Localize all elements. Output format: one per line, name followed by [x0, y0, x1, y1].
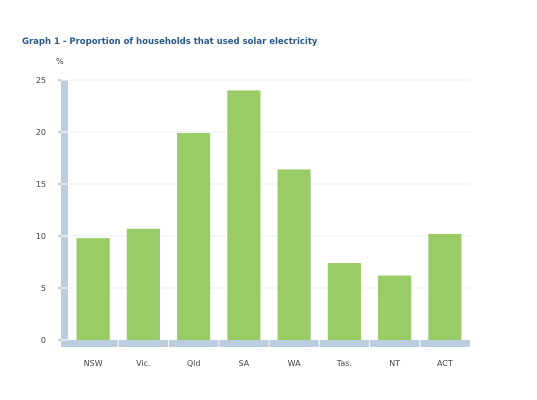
- bar-tas: [327, 263, 361, 340]
- labels: 0 5 10 15 20 25% NSW Vic. Qld SA WA Tas. NT ACT: [36, 57, 453, 368]
- bar-vic: [126, 228, 160, 340]
- y-tick-label: 5: [41, 284, 46, 293]
- y-tick-label: 15: [36, 180, 46, 189]
- y-tick-label: 25: [36, 76, 46, 85]
- bar-wa: [277, 169, 311, 340]
- x-tick-label: Qld: [187, 359, 201, 368]
- x-tick-label: ACT: [437, 359, 453, 368]
- y-tick-label: 0: [41, 336, 46, 345]
- y-tick-label: 10: [36, 232, 46, 241]
- chart-title: Graph 1 - Proportion of households that …: [22, 37, 318, 47]
- x-tick-label: Tas.: [336, 359, 352, 368]
- x-axis: [61, 340, 470, 347]
- x-tick-label: SA: [239, 359, 250, 368]
- x-tick-label: NT: [389, 359, 400, 368]
- bar-nt: [378, 275, 412, 340]
- x-tick-label: WA: [288, 359, 301, 368]
- x-tick-label: Vic.: [136, 359, 150, 368]
- bars: [76, 90, 462, 341]
- y-axis: [61, 80, 68, 347]
- bar-act: [428, 233, 462, 340]
- bar-sa: [227, 90, 261, 341]
- x-tick-label: NSW: [84, 359, 103, 368]
- bar-nsw: [76, 238, 110, 340]
- axes: [58, 79, 470, 347]
- bar-qld: [177, 133, 211, 340]
- y-axis-label: %: [56, 57, 64, 66]
- y-tick-label: 20: [36, 128, 46, 137]
